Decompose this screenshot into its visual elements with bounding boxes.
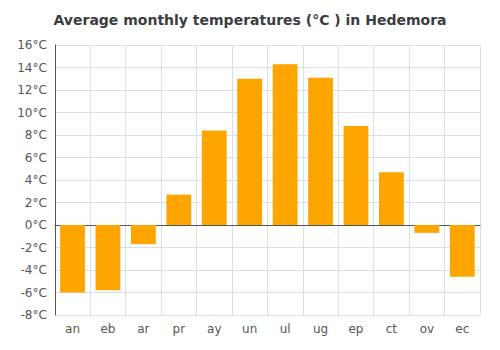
svg-text:-4°C: -4°C — [20, 263, 46, 277]
svg-text:ug: ug — [313, 322, 328, 336]
svg-text:ov: ov — [420, 322, 434, 336]
svg-text:2°C: 2°C — [25, 196, 47, 210]
svg-text:ay: ay — [207, 322, 221, 336]
svg-text:12°C: 12°C — [17, 83, 47, 97]
svg-text:4°C: 4°C — [25, 173, 47, 187]
svg-text:eb: eb — [100, 322, 115, 336]
svg-text:6°C: 6°C — [25, 151, 47, 165]
svg-text:-8°C: -8°C — [20, 308, 46, 322]
svg-text:8°C: 8°C — [25, 128, 47, 142]
svg-text:10°C: 10°C — [17, 106, 47, 120]
svg-text:ep: ep — [348, 322, 363, 336]
svg-text:ct: ct — [386, 322, 398, 336]
svg-text:ec: ec — [455, 322, 469, 336]
svg-text:pr: pr — [173, 322, 186, 336]
svg-text:0°C: 0°C — [25, 218, 47, 232]
svg-text:an: an — [65, 322, 80, 336]
svg-text:16°C: 16°C — [17, 38, 47, 52]
svg-text:14°C: 14°C — [17, 61, 47, 75]
svg-text:-2°C: -2°C — [20, 241, 46, 255]
svg-text:ar: ar — [137, 322, 149, 336]
svg-text:un: un — [242, 322, 257, 336]
svg-text:-6°C: -6°C — [20, 286, 46, 300]
svg-text:Average monthly temperatures (: Average monthly temperatures (°C ) in He… — [54, 12, 447, 28]
svg-text:ul: ul — [280, 322, 291, 336]
